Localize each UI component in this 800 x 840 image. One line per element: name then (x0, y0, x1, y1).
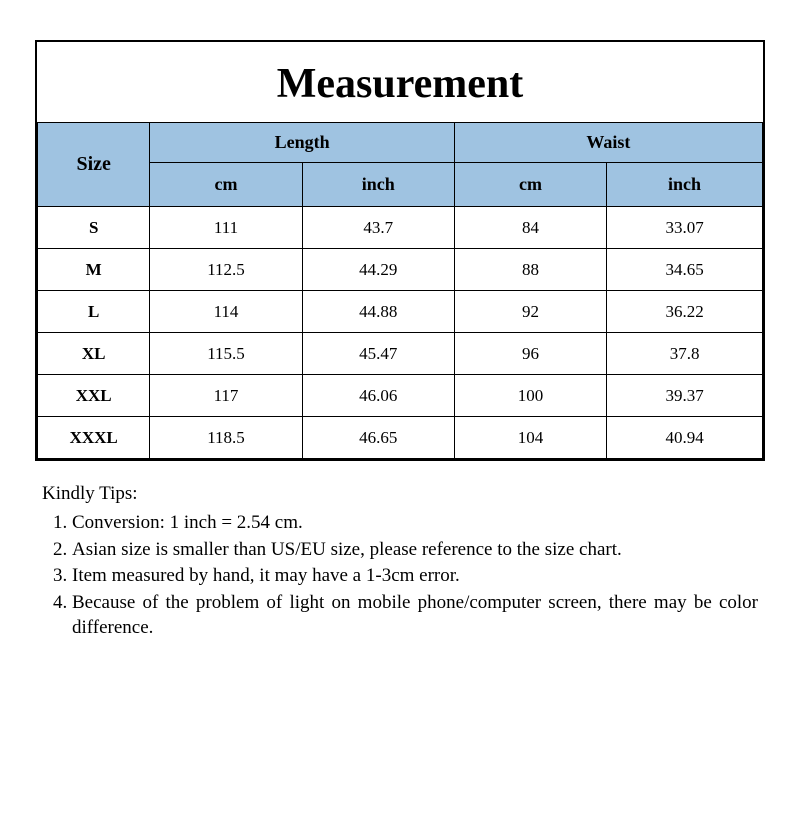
cell-waist-cm: 92 (454, 291, 606, 333)
cell-length-inch: 45.47 (302, 333, 454, 375)
header-waist-cm: cm (454, 163, 606, 207)
cell-waist-cm: 88 (454, 249, 606, 291)
cell-length-inch: 44.88 (302, 291, 454, 333)
header-length-inch: inch (302, 163, 454, 207)
cell-size: XXXL (38, 417, 150, 459)
cell-waist-inch: 34.65 (607, 249, 763, 291)
tips-section: Kindly Tips: Conversion: 1 inch = 2.54 c… (42, 483, 758, 640)
cell-size: L (38, 291, 150, 333)
header-waist: Waist (454, 123, 762, 163)
page-title: Measurement (37, 60, 763, 108)
cell-waist-cm: 84 (454, 207, 606, 249)
cell-waist-cm: 96 (454, 333, 606, 375)
cell-waist-inch: 33.07 (607, 207, 763, 249)
cell-waist-inch: 37.8 (607, 333, 763, 375)
cell-size: XXL (38, 375, 150, 417)
cell-length-inch: 46.65 (302, 417, 454, 459)
cell-length-cm: 117 (150, 375, 302, 417)
table-row: XL 115.5 45.47 96 37.8 (38, 333, 763, 375)
cell-size: M (38, 249, 150, 291)
table-row: S 111 43.7 84 33.07 (38, 207, 763, 249)
table-body: S 111 43.7 84 33.07 M 112.5 44.29 88 34.… (38, 207, 763, 459)
cell-length-cm: 111 (150, 207, 302, 249)
header-length: Length (150, 123, 455, 163)
title-row: Measurement (37, 42, 763, 122)
tips-item: Conversion: 1 inch = 2.54 cm. (72, 511, 758, 536)
header-waist-inch: inch (607, 163, 763, 207)
tips-item: Asian size is smaller than US/EU size, p… (72, 538, 758, 563)
cell-waist-cm: 100 (454, 375, 606, 417)
cell-size: XL (38, 333, 150, 375)
tips-item: Item measured by hand, it may have a 1-3… (72, 564, 758, 589)
measurement-table: Size Length Waist cm inch cm inch S 111 … (37, 122, 763, 459)
cell-length-cm: 118.5 (150, 417, 302, 459)
cell-length-inch: 46.06 (302, 375, 454, 417)
cell-waist-inch: 39.37 (607, 375, 763, 417)
cell-waist-inch: 40.94 (607, 417, 763, 459)
cell-length-inch: 43.7 (302, 207, 454, 249)
cell-waist-inch: 36.22 (607, 291, 763, 333)
cell-size: S (38, 207, 150, 249)
header-length-cm: cm (150, 163, 302, 207)
cell-length-cm: 115.5 (150, 333, 302, 375)
table-row: XXXL 118.5 46.65 104 40.94 (38, 417, 763, 459)
cell-length-cm: 114 (150, 291, 302, 333)
tips-heading: Kindly Tips: (42, 483, 758, 505)
tips-item: Because of the problem of light on mobil… (72, 591, 758, 640)
header-size: Size (38, 123, 150, 207)
measurement-panel: Measurement Size Length Waist cm inch cm… (35, 40, 765, 461)
table-row: XXL 117 46.06 100 39.37 (38, 375, 763, 417)
tips-list: Conversion: 1 inch = 2.54 cm. Asian size… (42, 511, 758, 640)
cell-waist-cm: 104 (454, 417, 606, 459)
table-header-row-1: Size Length Waist (38, 123, 763, 163)
table-row: L 114 44.88 92 36.22 (38, 291, 763, 333)
table-row: M 112.5 44.29 88 34.65 (38, 249, 763, 291)
cell-length-cm: 112.5 (150, 249, 302, 291)
cell-length-inch: 44.29 (302, 249, 454, 291)
